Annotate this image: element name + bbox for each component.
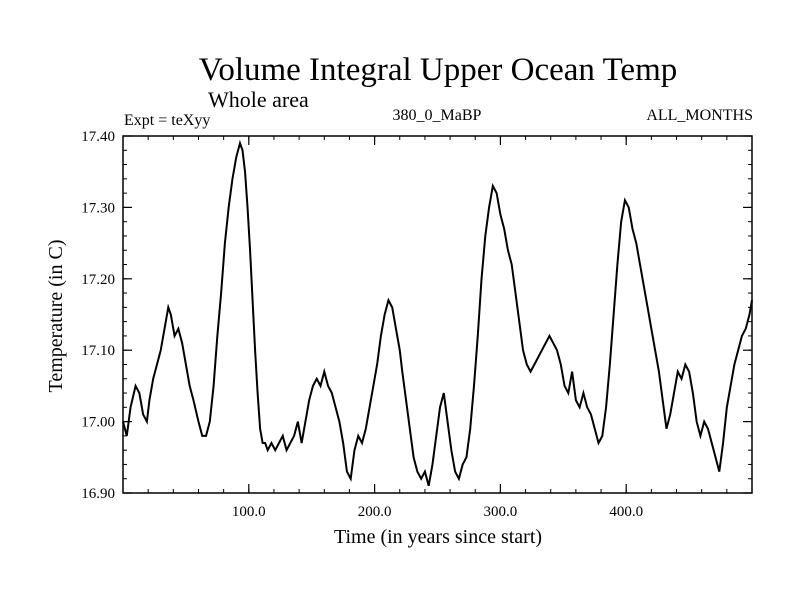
y-tick-label: 16.90 (81, 486, 115, 502)
y-tick-label: 17.30 (81, 200, 115, 216)
x-axis-label: Time (in years since start) (334, 526, 542, 548)
y-axis-label: Temperature (in C) (45, 240, 67, 393)
chart-title: Volume Integral Upper Ocean Temp (199, 52, 677, 88)
x-tick-label: 300.0 (484, 504, 518, 520)
x-tick-label: 400.0 (609, 504, 643, 520)
plot-frame (122, 135, 753, 494)
experiment-label: Expt = teXyy (124, 112, 210, 129)
months-label: ALL_MONTHS (646, 107, 753, 124)
chart-subtitle: Whole area (208, 87, 309, 112)
series-line (122, 139, 753, 487)
y-tick-label: 17.20 (81, 272, 115, 288)
y-tick-label: 17.00 (81, 415, 115, 431)
axis-ticks (123, 135, 752, 494)
run-label: 380_0_MaBP (393, 107, 482, 124)
tick-labels: 16.90 17.00 17.10 17.20 17.30 17.40 100.0 200.0… (81, 129, 643, 520)
y-tick-label: 17.10 (81, 343, 115, 359)
y-tick-label: 17.40 (81, 129, 115, 145)
x-tick-label: 100.0 (232, 504, 266, 520)
x-tick-label: 200.0 (358, 504, 392, 520)
